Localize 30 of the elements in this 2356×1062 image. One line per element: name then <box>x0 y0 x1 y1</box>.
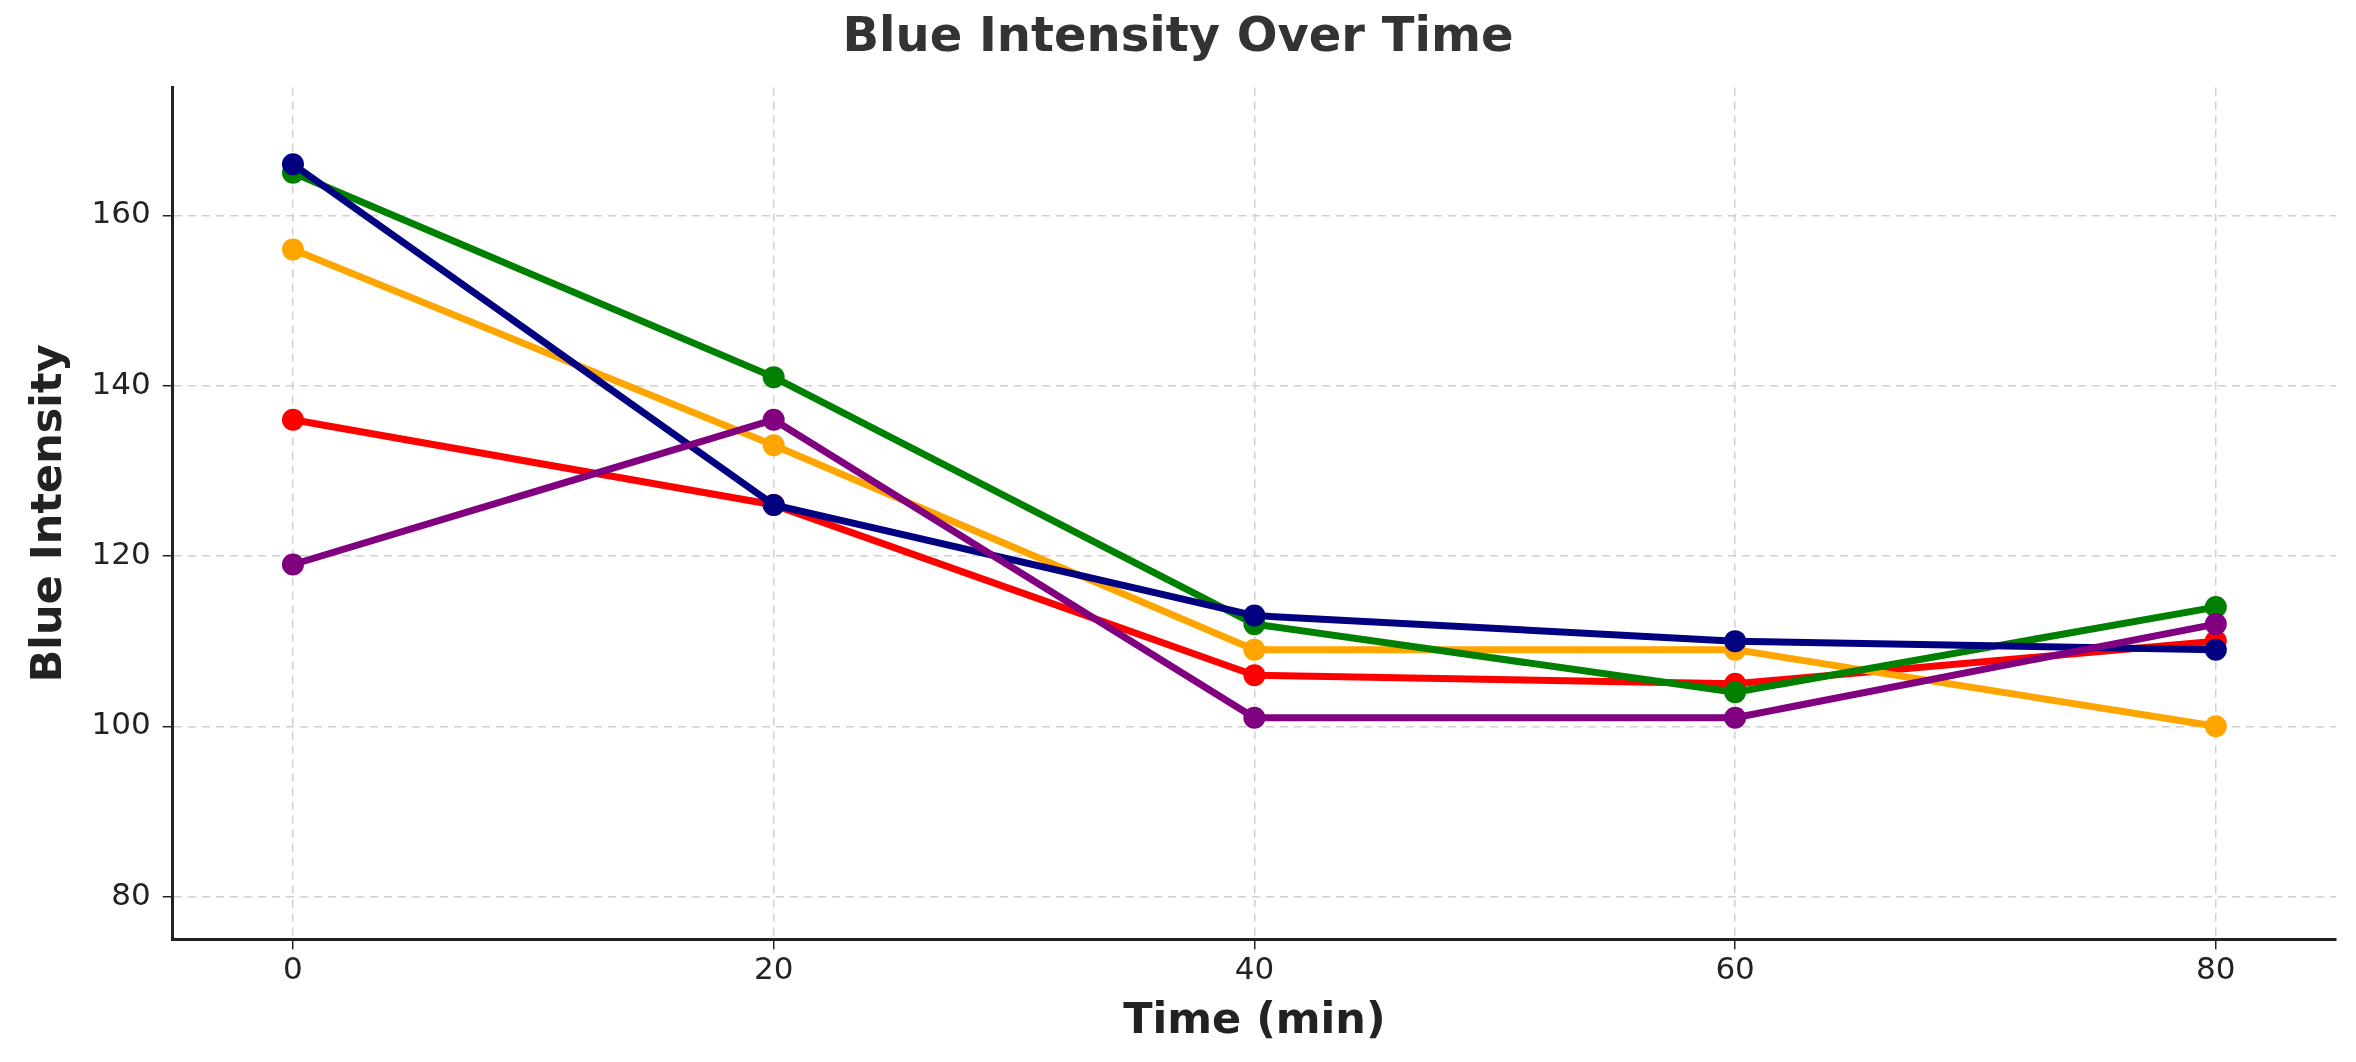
point <box>1243 706 1266 729</box>
point <box>762 408 785 431</box>
y-axis-title: Blue Intensity <box>20 344 71 683</box>
point <box>281 408 304 431</box>
point <box>2204 638 2227 661</box>
point <box>1724 681 1747 704</box>
point <box>281 553 304 576</box>
chart-title: Blue Intensity Over Time <box>842 6 1514 63</box>
point <box>1243 638 1266 661</box>
y-tick-label: 100 <box>91 705 151 742</box>
y-tick-label: 120 <box>91 535 151 572</box>
y-tick-label: 80 <box>111 875 151 912</box>
point <box>1724 630 1747 653</box>
point <box>1243 604 1266 627</box>
x-tick-label: 60 <box>1715 949 1755 986</box>
point <box>2204 613 2227 636</box>
x-tick-label: 80 <box>2196 949 2236 986</box>
y-tick-label: 160 <box>91 194 151 231</box>
point <box>1724 706 1747 729</box>
point <box>281 238 304 261</box>
y-tick-label: 140 <box>91 364 151 401</box>
point <box>2204 715 2227 738</box>
point <box>762 366 785 389</box>
point <box>281 153 304 176</box>
x-tick-label: 0 <box>283 949 303 986</box>
x-axis-title: Time (min) <box>1123 993 1386 1044</box>
point <box>1243 664 1266 687</box>
point <box>762 434 785 457</box>
x-tick-label: 40 <box>1234 949 1275 986</box>
x-tick-label: 20 <box>753 949 794 986</box>
